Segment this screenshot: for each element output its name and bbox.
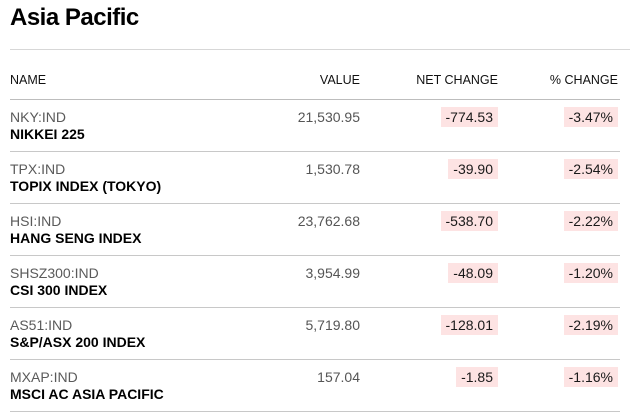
ticker-symbol[interactable]: AS51:IND: [10, 317, 73, 333]
pct-change-badge: -1.20%: [563, 263, 618, 283]
table-row[interactable]: AS51:IND S&P/ASX 200 INDEX 5,719.80 -128…: [10, 308, 620, 360]
net-change-badge: -774.53: [440, 107, 498, 127]
ticker-symbol[interactable]: NKY:IND: [10, 109, 67, 125]
index-name[interactable]: MSCI AC ASIA PACIFIC: [10, 386, 164, 402]
pct-change-badge: -3.47%: [563, 107, 618, 127]
index-name[interactable]: HANG SENG INDEX: [10, 230, 142, 246]
pct-change-badge: -2.54%: [563, 159, 618, 179]
index-name[interactable]: TOPIX INDEX (TOKYO): [10, 178, 162, 194]
pct-change-badge: -2.19%: [563, 315, 618, 335]
index-value: 23,762.68: [297, 213, 360, 229]
net-change-badge: -538.70: [440, 211, 498, 231]
index-value: 157.04: [317, 369, 360, 385]
pct-change-badge: -2.22%: [563, 211, 618, 231]
table-row[interactable]: NKY:IND NIKKEI 225 21,530.95 -774.53 -3.…: [10, 100, 620, 152]
title-divider: [10, 49, 630, 50]
table-row[interactable]: SHSZ300:IND CSI 300 INDEX 3,954.99 -48.0…: [10, 256, 620, 308]
index-value: 3,954.99: [305, 265, 361, 281]
pct-change-badge: -1.16%: [563, 367, 618, 387]
header-divider: [10, 99, 620, 100]
index-value: 1,530.78: [305, 161, 361, 177]
net-change-badge: -39.90: [448, 159, 498, 179]
row-divider: [10, 307, 620, 308]
ticker-symbol[interactable]: MXAP:IND: [10, 369, 78, 385]
header-pct-change: % CHANGE: [549, 73, 618, 87]
table-row[interactable]: MXAP:IND MSCI AC ASIA PACIFIC 157.04 -1.…: [10, 360, 620, 412]
row-divider: [10, 151, 620, 152]
row-divider: [10, 255, 620, 256]
index-name[interactable]: NIKKEI 225: [10, 126, 85, 142]
header-name: NAME: [10, 73, 47, 87]
index-value: 21,530.95: [297, 109, 360, 125]
net-change-badge: -1.85: [456, 367, 498, 387]
ticker-symbol[interactable]: TPX:IND: [10, 161, 66, 177]
ticker-symbol[interactable]: SHSZ300:IND: [10, 265, 99, 281]
row-divider: [10, 359, 620, 360]
row-divider: [10, 203, 620, 204]
index-name[interactable]: CSI 300 INDEX: [10, 282, 108, 298]
index-name[interactable]: S&P/ASX 200 INDEX: [10, 334, 146, 350]
section-title: Asia Pacific: [10, 4, 139, 31]
table-header: NAME VALUE NET CHANGE % CHANGE: [10, 73, 620, 91]
row-divider: [10, 411, 620, 412]
ticker-symbol[interactable]: HSI:IND: [10, 213, 62, 229]
index-value: 5,719.80: [305, 317, 361, 333]
table-row[interactable]: HSI:IND HANG SENG INDEX 23,762.68 -538.7…: [10, 204, 620, 256]
net-change-badge: -128.01: [440, 315, 498, 335]
header-value: VALUE: [319, 73, 360, 87]
header-net-change: NET CHANGE: [416, 73, 498, 87]
net-change-badge: -48.09: [448, 263, 498, 283]
table-row[interactable]: TPX:IND TOPIX INDEX (TOKYO) 1,530.78 -39…: [10, 152, 620, 204]
